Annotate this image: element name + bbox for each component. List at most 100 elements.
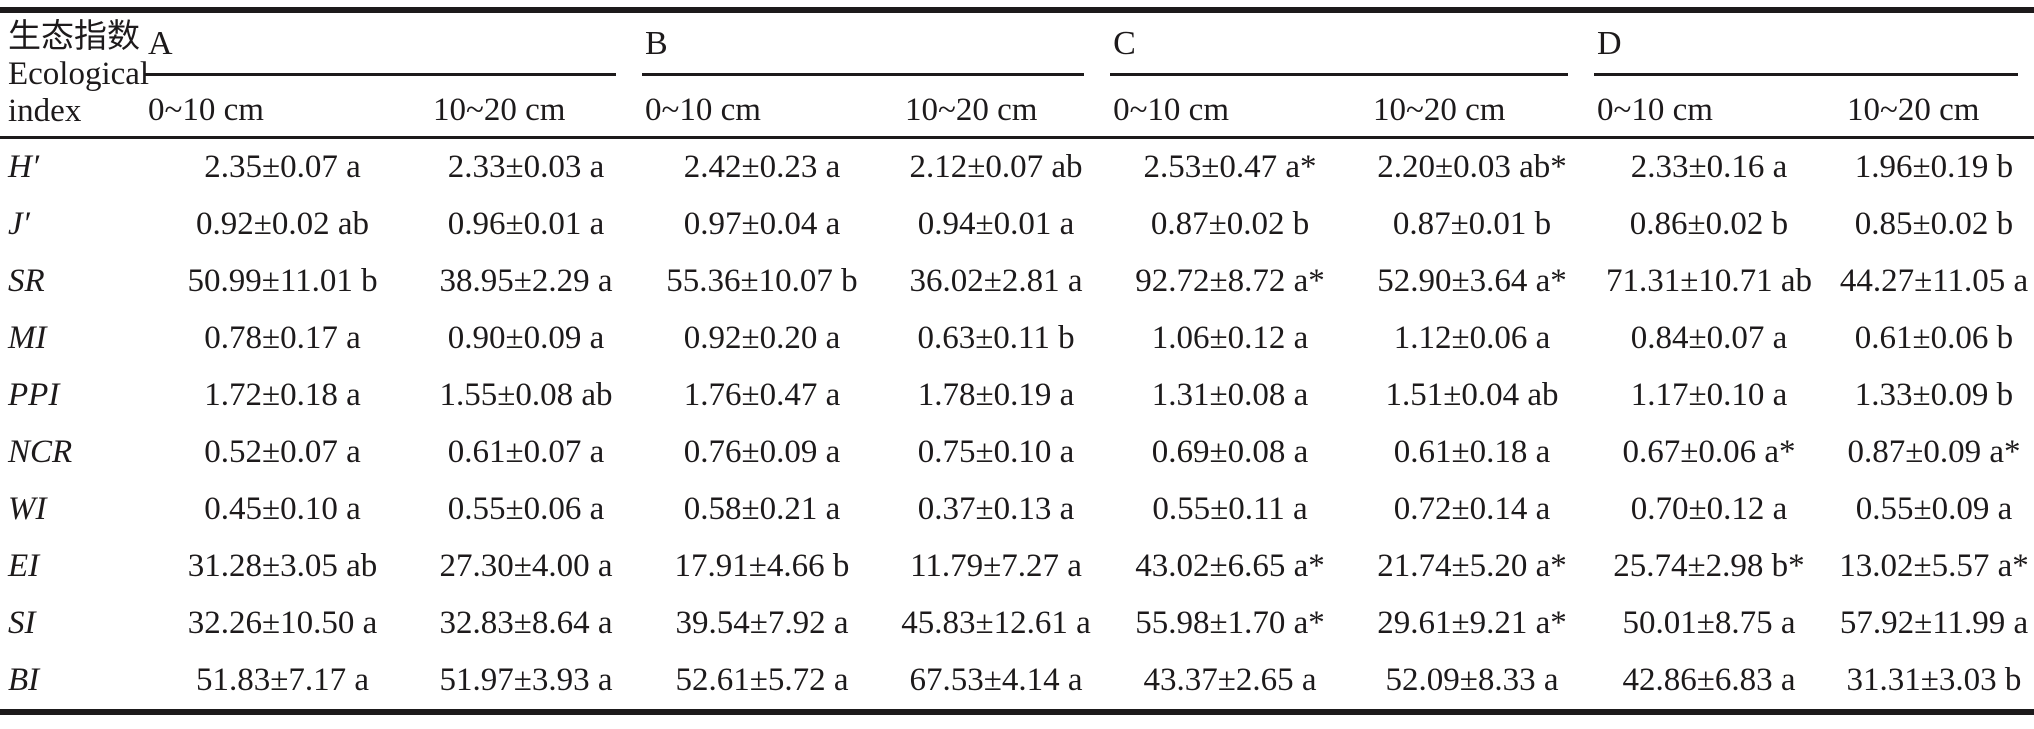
table-cell: 0.37±0.13 a [917,491,1075,527]
table-body: H′ 2.35±0.07 a 2.33±0.03 a 2.42±0.23 a 2.12±… [0,138,2034,713]
row-index-label: SI [8,605,36,641]
table-row: SR 50.99±11.01 b 38.95±2.29 a 55.36±10.07 b… [0,253,2034,310]
row-index-label: WI [8,491,47,527]
table-row: MI 0.78±0.17 a 0.90±0.09 a 0.92±0.20 a 0.63±… [0,310,2034,367]
table-row: BI 51.83±7.17 a 51.97±3.93 a 52.61±5.72 a 67… [0,652,2034,712]
table-cell: 1.51±0.04 ab [1385,377,1559,413]
table-cell: 42.86±6.83 a [1622,662,1796,698]
table-cell: 67.53±4.14 a [909,662,1083,698]
table-cell: 0.92±0.02 ab [196,206,370,242]
table-cell: 0.72±0.14 a [1393,491,1551,527]
table-cell: 0.76±0.09 a [683,434,841,470]
table-cell: 1.78±0.19 a [917,377,1075,413]
table-cell: 0.70±0.12 a [1630,491,1788,527]
group-header-row: 生态指数 Ecological index A B C D [0,10,2034,139]
subcol-header-d-0-10: 0~10 cm [1583,76,1834,140]
table-cell: 0.55±0.06 a [447,491,605,527]
subcol-header-b-10-20: 10~20 cm [891,76,1101,140]
table-cell: 0.94±0.01 a [917,206,1075,242]
table-cell: 57.92±11.99 a [1839,605,2029,641]
table-cell: 0.63±0.11 b [917,320,1075,356]
subcol-header-d-10-20: 10~20 cm [1833,76,2034,140]
row-index-label: NCR [8,434,73,470]
table-cell: 43.02±6.65 a* [1135,548,1325,584]
table-cell: 0.90±0.09 a [447,320,605,356]
table-cell: 52.90±3.64 a* [1377,263,1567,299]
corner-header-en-1: Ecological [8,56,150,92]
corner-header: 生态指数 Ecological index [0,10,150,139]
table-cell: 0.97±0.04 a [683,206,841,242]
table-cell: 45.83±12.61 a [901,605,1091,641]
table-cell: 29.61±9.21 a* [1377,605,1567,641]
table-cell: 11.79±7.27 a [910,548,1082,584]
group-header-a: A [145,10,632,77]
table-row: H′ 2.35±0.07 a 2.33±0.03 a 2.42±0.23 a 2.12±… [0,138,2034,197]
table-cell: 0.61±0.06 b [1854,320,2014,356]
table-cell: 0.61±0.07 a [447,434,605,470]
table-cell: 0.86±0.02 b [1629,206,1789,242]
row-index-label: PPI [8,377,60,413]
ecological-index-table: 生态指数 Ecological index A B C D 0~10 cm [0,7,2034,715]
table-cell: 51.97±3.93 a [439,662,613,698]
table-cell: 1.72±0.18 a [204,377,361,413]
table-cell: 52.09±8.33 a [1385,662,1559,698]
table-cell: 17.91±4.66 b [674,548,850,584]
table-cell: 2.12±0.07 ab [909,149,1083,185]
table-cell: 25.74±2.98 b* [1613,548,1805,584]
table-cell: 1.12±0.06 a [1393,320,1551,356]
table-cell: 2.20±0.03 ab* [1377,149,1567,185]
group-header-c: C [1100,10,1584,77]
table-cell: 0.87±0.09 a* [1847,434,2021,470]
table-cell: 0.45±0.10 a [204,491,361,527]
row-index-label: EI [8,548,40,584]
row-index-label: H′ [8,149,40,185]
table-cell: 1.96±0.19 b [1854,149,2014,185]
table-cell: 31.28±3.05 ab [187,548,378,584]
row-index-label: BI [8,662,40,698]
table-cell: 38.95±2.29 a [439,263,613,299]
table-cell: 0.69±0.08 a [1151,434,1309,470]
table-cell: 52.61±5.72 a [675,662,849,698]
table-cell: 21.74±5.20 a* [1377,548,1567,584]
table-cell: 1.33±0.09 b [1854,377,2014,413]
table-cell: 1.06±0.12 a [1151,320,1309,356]
group-label-a: A [148,25,173,63]
table-cell: 50.99±11.01 b [187,263,378,299]
group-label-d: D [1596,25,1622,63]
table-cell: 32.26±10.50 a [187,605,378,641]
table-cell: 1.55±0.08 ab [439,377,613,413]
group-label-c: C [1113,25,1136,63]
corner-header-zh: 生态指数 [8,19,140,55]
subcol-header-c-10-20: 10~20 cm [1360,76,1584,140]
table-cell: 0.87±0.02 b [1150,206,1310,242]
table-row: NCR 0.52±0.07 a 0.61±0.07 a 0.76±0.09 a 0.75… [0,424,2034,481]
table-cell: 2.42±0.23 a [683,149,841,185]
group-header-d: D [1584,10,2034,77]
table-cell: 55.36±10.07 b [666,263,858,299]
table-row: J′ 0.92±0.02 ab 0.96±0.01 a 0.97±0.04 a 0.94… [0,196,2034,253]
table-cell: 71.31±10.71 ab [1605,263,1812,299]
table-cell: 0.67±0.06 a* [1622,434,1796,470]
table-cell: 0.85±0.02 b [1854,206,2014,242]
table-cell: 0.96±0.01 a [447,206,605,242]
table-cell: 1.31±0.08 a [1151,377,1309,413]
table-cell: 31.31±3.03 b [1846,662,2022,698]
table-cell: 36.02±2.81 a [909,263,1083,299]
table-cell: 2.35±0.07 a [204,149,361,185]
subcol-header-a-0-10: 0~10 cm [145,76,421,140]
depth-header-row: 0~10 cm 10~20 cm 0~10 cm 10~20 cm 0~10 c… [0,76,2034,140]
table-cell: 44.27±11.05 a [1839,263,2029,299]
table-cell: 55.98±1.70 a* [1135,605,1325,641]
row-index-label: MI [8,320,47,356]
row-index-label: SR [8,263,45,299]
table-cell: 92.72±8.72 a* [1135,263,1325,299]
subcol-header-a-10-20: 10~20 cm [420,76,632,140]
table-cell: 51.83±7.17 a [196,662,370,698]
table-cell: 0.52±0.07 a [204,434,361,470]
subcol-header-c-0-10: 0~10 cm [1100,76,1361,140]
table-cell: 0.87±0.01 b [1392,206,1552,242]
table-cell: 50.01±8.75 a [1622,605,1796,641]
table-row: WI 0.45±0.10 a 0.55±0.06 a 0.58±0.21 a 0.37±… [0,481,2034,538]
table-row: PPI 1.72±0.18 a 1.55±0.08 ab 1.76±0.47 a 1.7… [0,367,2034,424]
